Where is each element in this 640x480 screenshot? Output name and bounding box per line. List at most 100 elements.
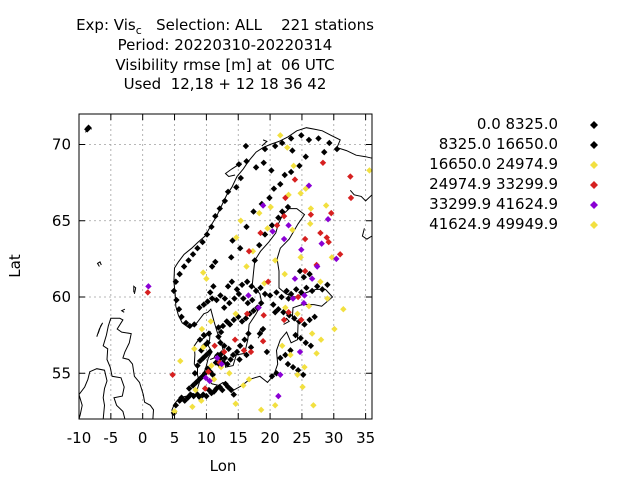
data-point (175, 306, 183, 313)
data-point (207, 289, 214, 296)
data-point (221, 342, 228, 349)
data-point (221, 197, 229, 205)
data-point (301, 267, 309, 275)
data-point (236, 245, 244, 252)
data-point (185, 385, 193, 392)
data-point (315, 135, 322, 142)
data-point (247, 344, 255, 351)
data-point (235, 290, 243, 298)
data-point (277, 132, 284, 139)
coastline (96, 322, 104, 337)
data-point (301, 292, 308, 299)
data-point (206, 348, 213, 356)
data-point (271, 257, 279, 264)
data-point (326, 139, 333, 147)
data-point (261, 290, 269, 298)
data-point (289, 363, 297, 371)
data-point (224, 283, 232, 290)
data-point (297, 190, 304, 197)
data-point (217, 339, 224, 346)
x-tick-label: 5 (170, 429, 180, 447)
data-point (189, 403, 196, 410)
data-point (257, 284, 264, 292)
coastline (261, 139, 268, 147)
data-point (307, 342, 315, 349)
data-point (294, 371, 301, 378)
data-point (248, 283, 255, 290)
data-point (245, 330, 252, 337)
data-point (281, 171, 288, 179)
data-point (176, 397, 183, 404)
legend-entry-label: 41624.9 49949.9 (429, 215, 558, 233)
data-point (229, 351, 237, 359)
x-tick-label: -5 (103, 429, 118, 447)
x-tick-label: 30 (324, 429, 343, 447)
x-tick-label: -10 (67, 429, 92, 447)
data-point (305, 136, 313, 144)
data-point (280, 309, 287, 316)
data-point (233, 286, 241, 293)
data-point (235, 161, 243, 168)
legend-marker (590, 161, 598, 169)
data-point (297, 334, 304, 342)
data-point (200, 331, 208, 339)
data-point (302, 339, 309, 346)
data-point (318, 240, 325, 247)
data-point (200, 301, 208, 308)
data-point (287, 347, 294, 354)
data-point (271, 142, 279, 150)
data-point (204, 339, 211, 346)
data-point (301, 363, 308, 371)
data-point (224, 188, 232, 195)
legend-marker (590, 221, 598, 229)
data-point (247, 348, 255, 356)
data-point (305, 302, 313, 310)
data-point (243, 223, 250, 231)
data-point (228, 278, 236, 285)
data-point (257, 299, 265, 307)
data-point (296, 162, 303, 170)
data-point (308, 287, 316, 295)
data-point (296, 267, 304, 275)
data-point (145, 283, 152, 290)
data-point (255, 304, 262, 311)
grid-lines (79, 114, 372, 419)
data-point (260, 159, 267, 166)
data-point (277, 371, 284, 378)
data-point (144, 289, 151, 296)
data-point (282, 304, 289, 311)
data-point (264, 225, 271, 232)
data-point (300, 371, 307, 378)
data-point (203, 275, 210, 282)
data-point (243, 158, 250, 165)
x-tick-label: 15 (229, 429, 248, 447)
data-point (245, 292, 252, 299)
data-point (221, 348, 228, 356)
coastline (171, 127, 373, 420)
data-point (226, 321, 234, 328)
data-point (296, 348, 304, 356)
data-point (307, 220, 314, 227)
data-point (240, 347, 248, 354)
data-point (299, 383, 306, 391)
data-point (250, 307, 257, 314)
data-point (222, 380, 229, 388)
data-point (291, 315, 298, 322)
data-point (236, 342, 244, 349)
data-point (191, 321, 198, 328)
coastline (102, 317, 155, 420)
y-tick-label: 65 (52, 212, 71, 230)
data-point (347, 173, 354, 180)
data-point (293, 286, 300, 293)
data-point (221, 354, 229, 362)
data-point (275, 392, 282, 400)
legend-entry-label: 24974.9 33299.9 (429, 175, 558, 193)
data-point (287, 290, 295, 298)
data-point (242, 315, 250, 322)
data-point (245, 376, 253, 383)
data-point (300, 299, 308, 307)
data-point (196, 336, 204, 343)
data-point (266, 194, 273, 202)
data-point (206, 377, 213, 385)
data-point (204, 298, 211, 305)
